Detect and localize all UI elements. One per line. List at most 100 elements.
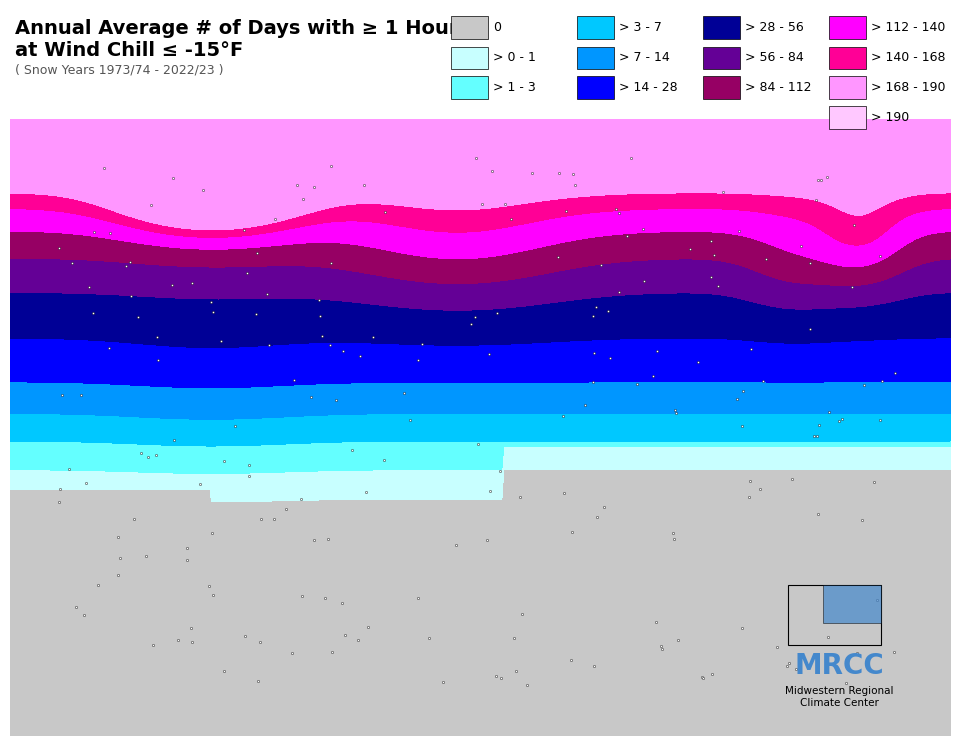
Point xyxy=(148,331,164,343)
Point xyxy=(635,224,650,236)
Point xyxy=(54,389,70,401)
Point xyxy=(183,622,199,634)
Text: Annual Average # of Days with ≥ 1 Hour: Annual Average # of Days with ≥ 1 Hour xyxy=(15,19,457,38)
Point xyxy=(352,350,367,361)
Point xyxy=(195,184,210,196)
Point xyxy=(735,386,750,398)
Point xyxy=(487,670,503,682)
Point xyxy=(143,200,159,211)
Point xyxy=(618,230,634,242)
Point xyxy=(854,514,869,526)
Point xyxy=(76,610,91,622)
Point xyxy=(843,281,859,293)
Point xyxy=(729,393,744,405)
Point xyxy=(555,410,571,422)
Point xyxy=(216,454,232,466)
Point xyxy=(703,668,719,680)
Point xyxy=(652,640,668,652)
Point xyxy=(166,172,181,184)
Point xyxy=(489,307,505,319)
Point xyxy=(467,310,483,322)
Point xyxy=(253,513,268,525)
Point xyxy=(809,430,825,442)
Point xyxy=(118,260,134,272)
Point xyxy=(64,257,79,269)
Point xyxy=(356,179,371,191)
Point xyxy=(518,679,534,691)
Point xyxy=(781,657,797,669)
Point xyxy=(868,593,884,605)
Point xyxy=(289,178,304,190)
Point xyxy=(667,404,682,416)
Point xyxy=(266,513,282,525)
Text: 0: 0 xyxy=(492,21,500,34)
Point xyxy=(886,367,901,379)
Point xyxy=(237,630,253,642)
Point xyxy=(328,394,344,406)
Point xyxy=(213,335,229,347)
Point xyxy=(742,344,758,355)
Point xyxy=(810,508,826,520)
Point xyxy=(122,256,138,268)
Point xyxy=(585,660,601,672)
Point xyxy=(819,631,834,643)
Text: > 0 - 1: > 0 - 1 xyxy=(492,51,535,64)
Point xyxy=(689,356,704,368)
Point xyxy=(648,616,664,628)
Point xyxy=(344,443,359,455)
Point xyxy=(629,378,644,390)
Point xyxy=(563,526,578,538)
Point xyxy=(74,389,89,401)
Point xyxy=(252,636,267,648)
Point xyxy=(81,281,97,293)
Point xyxy=(752,483,767,495)
Point xyxy=(296,193,311,205)
Point xyxy=(837,677,853,689)
Point xyxy=(205,590,221,602)
Point xyxy=(865,476,881,488)
Point xyxy=(216,664,232,676)
Point xyxy=(167,434,182,446)
Point xyxy=(235,224,251,236)
Text: > 168 - 190: > 168 - 190 xyxy=(870,81,945,94)
Point xyxy=(202,580,217,592)
Point xyxy=(468,152,484,164)
Point xyxy=(714,185,730,197)
Point xyxy=(567,179,582,191)
Point xyxy=(317,592,332,604)
Point xyxy=(90,580,106,592)
Point xyxy=(508,665,523,677)
Point xyxy=(584,310,600,322)
Point xyxy=(239,267,255,279)
Text: > 190: > 190 xyxy=(870,111,908,125)
Point xyxy=(102,227,117,239)
Point xyxy=(793,241,808,253)
Text: > 7 - 14: > 7 - 14 xyxy=(618,51,669,64)
Point xyxy=(873,375,889,387)
Point xyxy=(312,310,328,322)
Point xyxy=(52,483,68,495)
Point xyxy=(808,194,824,206)
Point xyxy=(130,310,145,322)
Point xyxy=(514,608,529,619)
Point xyxy=(810,174,826,186)
Point xyxy=(320,533,335,545)
Point xyxy=(284,647,299,659)
Point xyxy=(833,413,849,425)
Point xyxy=(577,399,592,411)
Point xyxy=(481,348,496,360)
Point xyxy=(395,387,411,399)
Point xyxy=(123,290,139,302)
Point xyxy=(740,491,756,503)
Point xyxy=(133,447,148,459)
Text: > 3 - 7: > 3 - 7 xyxy=(618,21,661,34)
Point xyxy=(306,182,322,194)
Point xyxy=(249,247,265,259)
Point xyxy=(112,551,128,563)
Text: ( Snow Years 1973/74 - 2022/23 ): ( Snow Years 1973/74 - 2022/23 ) xyxy=(15,64,223,76)
Point xyxy=(502,213,517,225)
Point xyxy=(434,676,450,688)
Point xyxy=(139,550,154,562)
Point xyxy=(779,660,795,672)
Point xyxy=(812,174,828,186)
